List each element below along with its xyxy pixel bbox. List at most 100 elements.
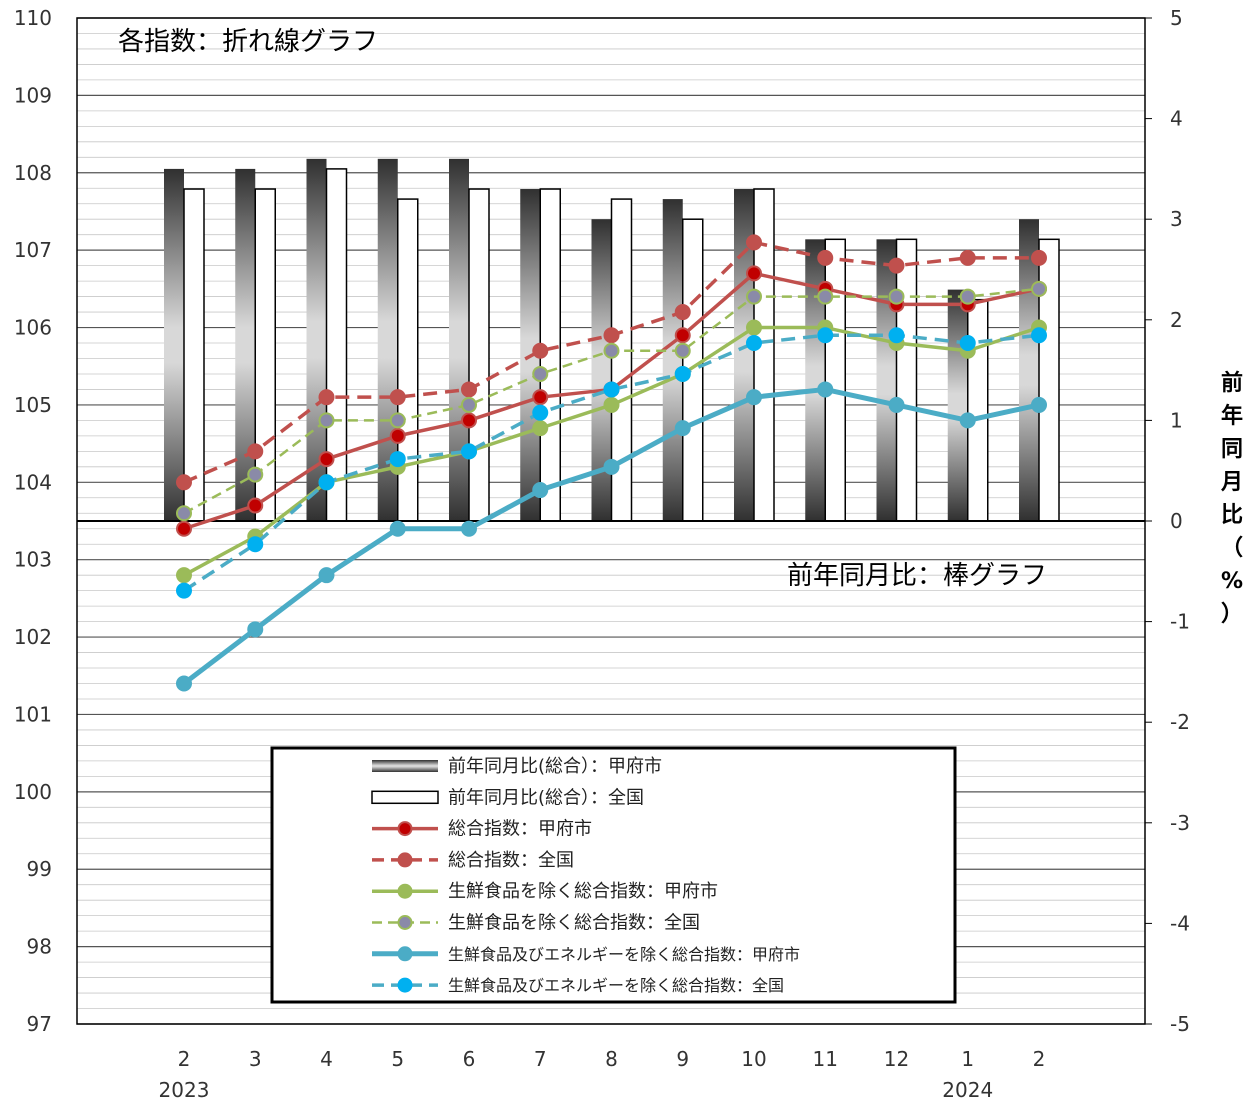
- series-point: [247, 466, 264, 483]
- legend-swatch-marker: [397, 977, 413, 993]
- legend-swatch-bar: [371, 790, 439, 805]
- series-point: [318, 412, 335, 429]
- series-point: [888, 327, 905, 344]
- series-point: [674, 420, 691, 437]
- series-point: [746, 335, 762, 352]
- x-tick-label: 8: [605, 1047, 618, 1071]
- right-axis-label-char: （: [1221, 536, 1243, 561]
- series-point: [817, 381, 834, 398]
- series-point: [746, 319, 762, 336]
- series-point: [461, 412, 477, 429]
- right-tick-label: 5: [1170, 6, 1183, 30]
- series-point: [603, 327, 620, 344]
- legend-swatch-marker: [397, 915, 413, 930]
- series-point: [176, 474, 192, 491]
- right-axis-label-char: ）: [1221, 602, 1243, 627]
- left-tick-label: 106: [14, 316, 52, 340]
- right-tick-label: 3: [1170, 207, 1183, 231]
- x-tick-label: 12: [884, 1047, 909, 1071]
- series-point: [389, 427, 406, 444]
- line-series-group: [176, 234, 1047, 692]
- right-tick-label: -2: [1170, 710, 1190, 734]
- series-point: [247, 443, 264, 460]
- legend: 前年同月比(総合）：甲府市前年同月比(総合）：全国総合指数：甲府市総合指数：全国…: [270, 746, 957, 1004]
- series-point: [674, 342, 691, 359]
- year-label: 2023: [159, 1078, 210, 1102]
- bar: [805, 239, 826, 521]
- series-point: [318, 474, 335, 491]
- series-point: [1031, 249, 1047, 266]
- bars-annotation: 前年同月比：棒グラフ: [787, 561, 1047, 591]
- series-point: [959, 412, 976, 429]
- left-tick-label: 110: [14, 6, 52, 30]
- series-point: [176, 520, 192, 537]
- left-tick-label: 105: [14, 393, 52, 417]
- legend-label: 生鮮食品及びエネルギーを除く総合指数：全国: [448, 976, 784, 995]
- right-tick-label: 1: [1170, 408, 1183, 432]
- series-point: [176, 505, 192, 522]
- bar: [947, 289, 968, 521]
- series-point: [532, 342, 549, 359]
- x-tick-label: 10: [741, 1047, 766, 1071]
- series-point: [674, 327, 691, 344]
- legend-swatch-marker: [397, 852, 413, 868]
- x-tick-label: 2: [1033, 1047, 1046, 1071]
- legend-label: 総合指数：甲府市: [448, 819, 592, 840]
- x-tick-label: 5: [391, 1047, 404, 1071]
- series-point: [176, 567, 192, 584]
- series-point: [1031, 280, 1047, 297]
- bar: [449, 158, 469, 521]
- bar: [183, 188, 205, 522]
- series-point: [603, 396, 620, 413]
- series-point: [461, 520, 477, 537]
- series-point: [817, 249, 834, 266]
- left-tick-label: 103: [14, 548, 52, 572]
- series-point: [603, 381, 620, 398]
- series-point: [532, 389, 549, 406]
- right-tick-label: 4: [1170, 107, 1183, 131]
- bar: [325, 168, 348, 522]
- legend-label: 総合指数：全国: [448, 850, 574, 871]
- series-point: [461, 381, 477, 398]
- series-point: [674, 365, 691, 382]
- series-point: [461, 443, 477, 460]
- left-tick-label: 100: [14, 780, 52, 804]
- series-point: [389, 451, 406, 468]
- series-point: [532, 404, 549, 421]
- axes: [76, 17, 1152, 1025]
- series-point: [746, 234, 762, 251]
- bar: [876, 239, 897, 521]
- series-point: [176, 675, 192, 692]
- x-tick-label: 4: [320, 1047, 333, 1071]
- right-tick-label: 2: [1170, 308, 1183, 332]
- series-point: [247, 536, 264, 553]
- series-point: [461, 396, 477, 413]
- bar: [895, 238, 918, 522]
- bar: [468, 188, 490, 522]
- right-axis-label-char: 年: [1221, 403, 1243, 429]
- bar: [662, 199, 683, 521]
- series-point: [532, 420, 549, 437]
- series-point: [888, 288, 905, 305]
- series-point: [247, 497, 264, 514]
- series-point: [318, 567, 335, 584]
- series-point: [817, 327, 834, 344]
- left-tick-label: 104: [14, 470, 52, 494]
- bar-series-group: [164, 158, 1060, 522]
- x-tick-label: 3: [249, 1047, 262, 1071]
- right-axis-label-char: 同: [1221, 437, 1243, 462]
- x-tick-label: 11: [813, 1047, 838, 1071]
- series-point: [176, 582, 192, 599]
- series-point: [746, 265, 762, 282]
- legend-label: 生鮮食品を除く総合指数：全国: [448, 913, 700, 934]
- right-axis-label-char: 比: [1221, 503, 1243, 528]
- right-tick-label: -5: [1170, 1012, 1190, 1036]
- legend-swatch-marker: [397, 821, 413, 837]
- year-label: 2024: [942, 1078, 993, 1102]
- legend-swatch-bar: [372, 760, 438, 772]
- left-tick-label: 102: [14, 625, 52, 649]
- lines-annotation: 各指数：折れ線グラフ: [118, 27, 378, 57]
- left-tick-label: 109: [14, 83, 52, 107]
- series-point: [959, 335, 976, 352]
